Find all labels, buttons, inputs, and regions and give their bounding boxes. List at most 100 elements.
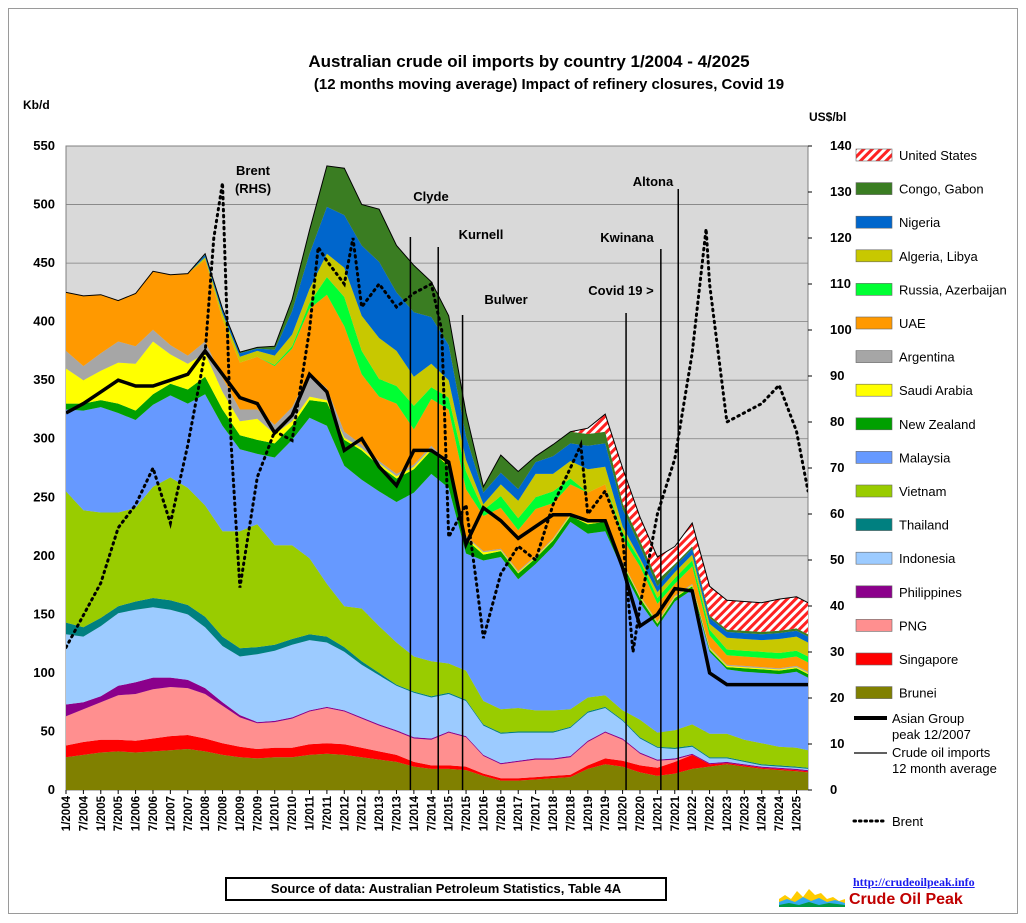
legend-swatch-5 (855, 316, 893, 330)
stacked-areas (66, 165, 808, 790)
legend-total-1: Crude oil imports (892, 745, 991, 760)
x-tick-33: 7/2020 (635, 796, 647, 831)
y-right-tick-130: 130 (830, 184, 852, 199)
x-tick-36: 1/2022 (687, 796, 699, 831)
x-tick-labels: 1/2004 7/2004 1/2005 7/2005 1/2006 7/2006 1/20… (61, 790, 804, 831)
legend: United States Congo, Gabon Nigeria Algeria,… (855, 148, 1007, 701)
x-tick-34: 1/2021 (652, 795, 664, 831)
x-tick-39: 7/2023 (739, 796, 751, 831)
legend-swatch-13 (855, 585, 893, 599)
x-tick-11: 7/2009 (252, 796, 264, 831)
y-right-tick-140: 140 (830, 138, 852, 153)
legend-swatch-8 (855, 417, 893, 431)
x-tick-6: 1/2007 (165, 796, 177, 831)
y-axis-left-label: Kb/d (23, 98, 50, 112)
event-label-4: Kwinana (600, 230, 654, 245)
brand-name: Crude Oil Peak (849, 891, 963, 908)
legend-swatch-9 (855, 451, 893, 464)
legend-asian-group-1: Asian Group (892, 711, 964, 726)
legend-label-4: Russia, Azerbaijan (899, 282, 1007, 297)
legend-total-2: 12 month average (892, 761, 997, 776)
y-right-tick-40: 40 (830, 598, 844, 613)
event-markers: Clyde Kurnell Bulwer Covid 19 > Kwinana Alton… (409, 174, 679, 790)
y-left-tick-0: 0 (48, 782, 55, 797)
asian-group-line (66, 347, 808, 687)
event-label-0: Clyde (413, 189, 448, 204)
x-tick-27: 7/2017 (531, 796, 543, 831)
x-tick-10: 1/2009 (235, 796, 247, 831)
site-url-link[interactable]: http://crudeoilpeak.info (853, 875, 975, 889)
x-tick-31: 7/2019 (600, 796, 612, 831)
y-left-tick-100: 100 (33, 665, 55, 680)
x-tick-22: 1/2015 (444, 795, 456, 831)
y-right-tick-20: 20 (830, 690, 844, 705)
chart-subtitle: (12 months moving average) Impact of ref… (314, 76, 784, 93)
y-right-tick-80: 80 (830, 414, 844, 429)
area-vietnam (66, 477, 808, 768)
legend-swatch-6 (855, 350, 893, 363)
brand-logo-icon (779, 889, 845, 907)
area-png (66, 687, 808, 779)
legend-swatch-7 (855, 383, 893, 397)
x-tick-40: 1/2024 (757, 795, 769, 831)
x-tick-19: 7/2013 (391, 796, 403, 831)
x-tick-16: 1/2012 (339, 796, 351, 831)
y-axis-right-label: US$/bl (809, 110, 846, 124)
y-right-tick-0: 0 (830, 782, 837, 797)
area-new-zealand (66, 376, 808, 678)
x-tick-25: 7/2016 (496, 796, 508, 831)
legend-swatch-2 (855, 215, 893, 229)
x-tick-14: 1/2011 (305, 795, 317, 830)
y-left-tick-200: 200 (33, 548, 55, 563)
brent-annotation: Brent (236, 163, 271, 178)
x-tick-28: 1/2018 (548, 795, 560, 831)
y-right-tick-90: 90 (830, 368, 844, 383)
legend-swatch-4 (855, 283, 893, 296)
x-tick-30: 1/2019 (583, 796, 595, 831)
overlay-lines (66, 165, 808, 687)
legend-brent: Brent (892, 814, 923, 829)
x-tick-7: 7/2007 (183, 796, 195, 831)
legend-label-2: Nigeria (899, 215, 941, 230)
chart-title: Australian crude oil imports by country … (308, 52, 749, 71)
legend-swatch-12 (855, 551, 893, 565)
chart-frame: Australian crude oil imports by country … (8, 8, 1018, 914)
y-right-tick-100: 100 (830, 322, 852, 337)
brent-annotation-rhs: (RHS) (235, 181, 271, 196)
legend-label-6: Argentina (899, 350, 955, 365)
y-left-tick-350: 350 (33, 372, 55, 387)
legend-swatch-16 (855, 686, 893, 699)
legend-extra: Asian Group peak 12/2007 Crude oil impor… (852, 711, 997, 829)
total-imports-line (66, 165, 808, 604)
legend-label-13: Philippines (899, 585, 962, 600)
x-tick-24: 1/2016 (478, 796, 490, 831)
x-tick-38: 1/2023 (722, 796, 734, 831)
y-left-tick-550: 550 (33, 138, 55, 153)
x-tick-0: 1/2004 (61, 795, 73, 831)
y-left-tick-500: 500 (33, 197, 55, 212)
legend-label-7: Saudi Arabia (899, 383, 973, 398)
legend-label-15: Singapore (899, 652, 958, 667)
y-left-tick-400: 400 (33, 314, 55, 329)
legend-label-11: Thailand (899, 518, 949, 533)
source-note: Source of data: Australian Petroleum Sta… (225, 877, 667, 901)
area-indonesia (66, 607, 808, 771)
x-tick-1: 7/2004 (78, 795, 90, 831)
x-tick-15: 7/2011 (322, 795, 334, 830)
legend-label-12: Indonesia (899, 551, 956, 566)
x-tick-26: 1/2017 (513, 796, 525, 831)
legend-label-10: Vietnam (899, 484, 946, 499)
legend-swatch-14 (855, 619, 893, 632)
area-brunei (66, 749, 808, 790)
x-tick-37: 7/2022 (705, 796, 717, 831)
y-left-tick-150: 150 (33, 606, 55, 621)
y-right-tick-10: 10 (830, 736, 844, 751)
area-uae (66, 259, 808, 672)
x-tick-32: 1/2020 (618, 796, 630, 831)
x-tick-5: 7/2006 (148, 796, 160, 831)
x-tick-21: 7/2014 (426, 795, 438, 831)
x-tick-9: 7/2008 (218, 795, 230, 831)
legend-label-3: Algeria, Libya (899, 249, 979, 264)
legend-asian-group-2: peak 12/2007 (892, 727, 971, 742)
y-left-tick-250: 250 (33, 489, 55, 504)
